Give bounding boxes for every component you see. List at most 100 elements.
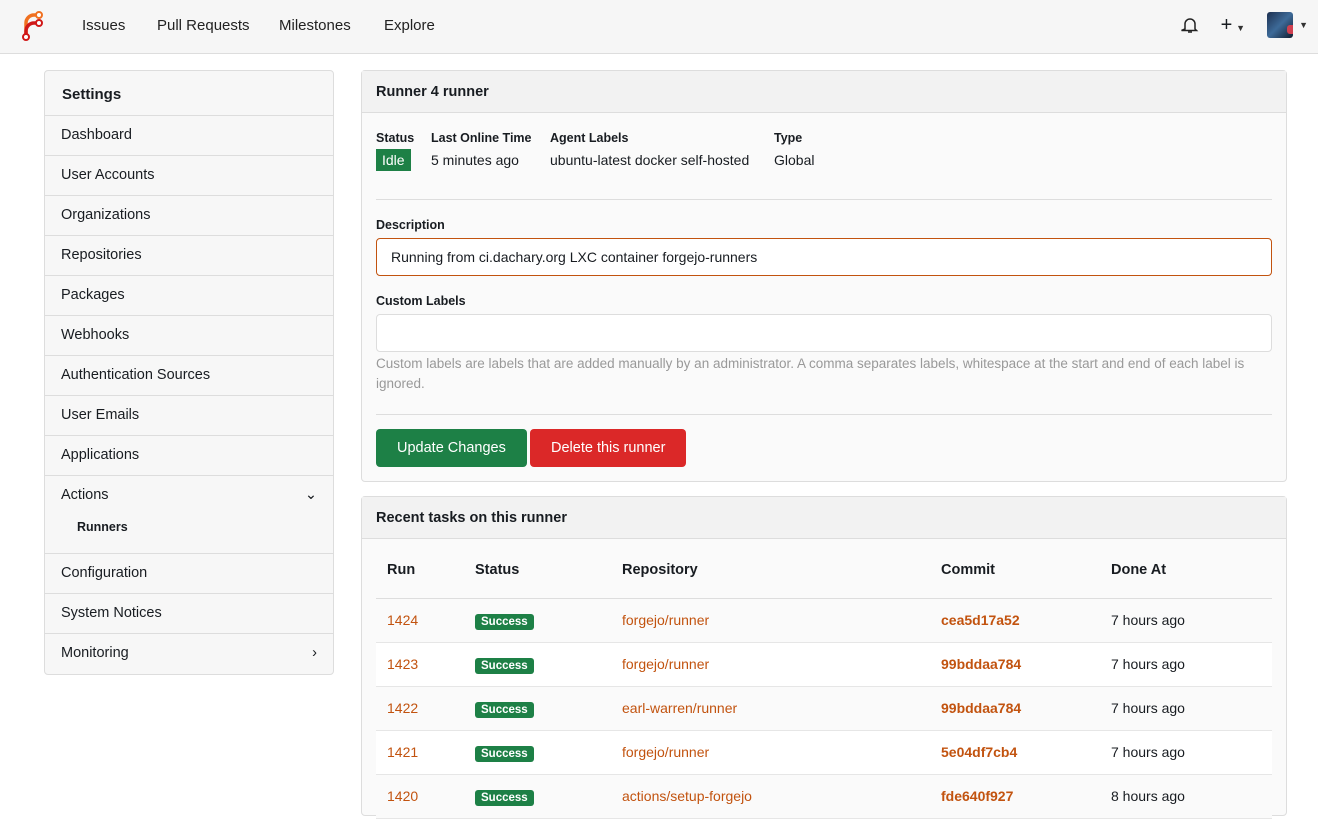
sidebar-item-webhooks[interactable]: Webhooks — [45, 316, 333, 356]
sidebar-item-monitoring[interactable]: Monitoring › — [45, 634, 333, 674]
avatar — [1267, 12, 1294, 38]
sidebar-item-authentication-sources[interactable]: Authentication Sources — [45, 356, 333, 396]
col-done-at: Done At — [1100, 562, 1272, 599]
sidebar-title: Settings — [45, 71, 333, 116]
custom-labels-input[interactable] — [376, 314, 1272, 352]
run-link[interactable]: 1423 — [387, 656, 419, 672]
nav-pull-requests[interactable]: Pull Requests — [157, 17, 250, 34]
label: Authentication Sources — [61, 367, 211, 383]
divider — [376, 199, 1272, 200]
agent-labels-value: ubuntu-latest docker self-hosted — [550, 152, 750, 168]
chevron-down-icon: ⌄ — [304, 487, 317, 503]
tasks-title: Recent tasks on this runner — [362, 497, 1286, 539]
table-row: 1424 Success forgejo/runner cea5d17a52 7… — [376, 598, 1272, 643]
label: Packages — [61, 287, 125, 303]
done-at: 7 hours ago — [1100, 598, 1272, 643]
status-badge: Success — [475, 790, 534, 806]
agent-labels-label: Agent Labels — [550, 131, 629, 145]
sidebar-item-packages[interactable]: Packages — [45, 276, 333, 316]
repository-link[interactable]: forgejo/runner — [622, 656, 710, 672]
col-repository: Repository — [611, 562, 930, 599]
divider — [376, 414, 1272, 415]
type-value: Global — [774, 152, 815, 168]
nav-explore[interactable]: Explore — [384, 17, 435, 34]
label: Dashboard — [61, 127, 132, 143]
done-at: 7 hours ago — [1100, 730, 1272, 775]
update-changes-button[interactable]: Update Changes — [376, 429, 527, 467]
nav-milestones[interactable]: Milestones — [279, 17, 351, 34]
sidebar-item-organizations[interactable]: Organizations — [45, 196, 333, 236]
label: Applications — [61, 447, 140, 463]
user-menu[interactable]: ▼ — [1267, 12, 1308, 38]
label: Actions — [61, 487, 109, 503]
type-label: Type — [774, 131, 803, 145]
caret-down-icon: ▼ — [1299, 20, 1308, 30]
status-badge: Success — [475, 702, 534, 718]
table-row: 1421 Success forgejo/runner 5e04df7cb4 7… — [376, 730, 1272, 775]
col-commit: Commit — [930, 562, 1100, 599]
commit-link[interactable]: cea5d17a52 — [941, 612, 1020, 628]
run-link[interactable]: 1424 — [387, 612, 419, 628]
type-field: Type Global — [774, 131, 814, 168]
repository-link[interactable]: actions/setup-forgejo — [622, 788, 752, 804]
tasks-panel: Recent tasks on this runner Run Status R… — [361, 496, 1287, 819]
run-link[interactable]: 1420 — [387, 788, 419, 804]
status-label: Status — [376, 131, 415, 145]
done-at: 7 hours ago — [1100, 686, 1272, 731]
delete-runner-button[interactable]: Delete this runner — [530, 429, 687, 467]
sidebar-item-actions[interactable]: Actions ⌄ — [45, 476, 333, 516]
agent-labels-field: Agent Labels ubuntu-latest docker self-ho… — [550, 131, 749, 168]
repository-link[interactable]: forgejo/runner — [622, 744, 710, 760]
commit-link[interactable]: fde640f927 — [941, 788, 1014, 804]
forgejo-logo[interactable] — [20, 9, 44, 41]
label: Configuration — [61, 565, 148, 581]
description-input[interactable]: Running from ci.dachary.org LXC containe… — [376, 238, 1272, 276]
table-row: 1423 Success forgejo/runner 99bddaa784 7… — [376, 642, 1272, 687]
sidebar-item-system-notices[interactable]: System Notices — [45, 594, 333, 634]
sidebar-item-applications[interactable]: Applications — [45, 436, 333, 476]
label: Webhooks — [61, 327, 130, 343]
sidebar-item-user-emails[interactable]: User Emails — [45, 396, 333, 436]
bell-icon[interactable] — [1180, 16, 1199, 34]
label: Organizations — [61, 207, 151, 223]
label: Repositories — [61, 247, 142, 263]
status-field: Status Idle — [376, 131, 414, 171]
create-menu[interactable]: + ▼ — [1221, 14, 1246, 37]
sidebar-item-user-accounts[interactable]: User Accounts — [45, 156, 333, 196]
label: User Emails — [61, 407, 140, 423]
last-online-label: Last Online Time — [431, 131, 532, 145]
table-row: 1420 Success actions/setup-forgejo fde64… — [376, 774, 1272, 819]
status-badge: Success — [475, 658, 534, 674]
label: Monitoring — [61, 645, 129, 661]
sidebar-item-repositories[interactable]: Repositories — [45, 236, 333, 276]
repository-link[interactable]: earl-warren/runner — [622, 700, 738, 716]
repository-link[interactable]: forgejo/runner — [622, 612, 710, 628]
runner-panel: Runner 4 runner Status Idle Last Online T… — [361, 70, 1287, 482]
plus-icon: + — [1220, 13, 1233, 36]
last-online-value: 5 minutes ago — [431, 152, 519, 168]
commit-link[interactable]: 99bddaa784 — [941, 700, 1022, 716]
commit-link[interactable]: 99bddaa784 — [941, 656, 1022, 672]
table-row: 1422 Success earl-warren/runner 99bddaa7… — [376, 686, 1272, 731]
run-link[interactable]: 1422 — [387, 700, 419, 716]
status-badge: Success — [475, 746, 534, 762]
done-at: 7 hours ago — [1100, 642, 1272, 687]
runner-title: Runner 4 runner — [362, 71, 1286, 113]
chevron-right-icon: › — [312, 645, 317, 661]
sidebar-item-runners[interactable]: Runners — [45, 516, 333, 554]
status-badge: Idle — [376, 149, 411, 171]
caret-down-icon: ▼ — [1236, 22, 1246, 33]
status-badge: Success — [475, 614, 534, 630]
sidebar-item-dashboard[interactable]: Dashboard — [45, 116, 333, 156]
done-at: 8 hours ago — [1100, 774, 1272, 819]
label: User Accounts — [61, 167, 155, 183]
label: System Notices — [61, 605, 162, 621]
settings-sidebar: Settings Dashboard User Accounts Organiz… — [44, 70, 334, 675]
run-link[interactable]: 1421 — [387, 744, 419, 760]
custom-labels-help: Custom labels are labels that are added … — [376, 356, 1245, 391]
commit-link[interactable]: 5e04df7cb4 — [941, 744, 1018, 760]
top-nav: Issues Pull Requests Milestones Explore … — [0, 0, 1318, 54]
description-label: Description — [376, 218, 445, 232]
sidebar-item-configuration[interactable]: Configuration — [45, 554, 333, 594]
nav-issues[interactable]: Issues — [82, 17, 126, 34]
